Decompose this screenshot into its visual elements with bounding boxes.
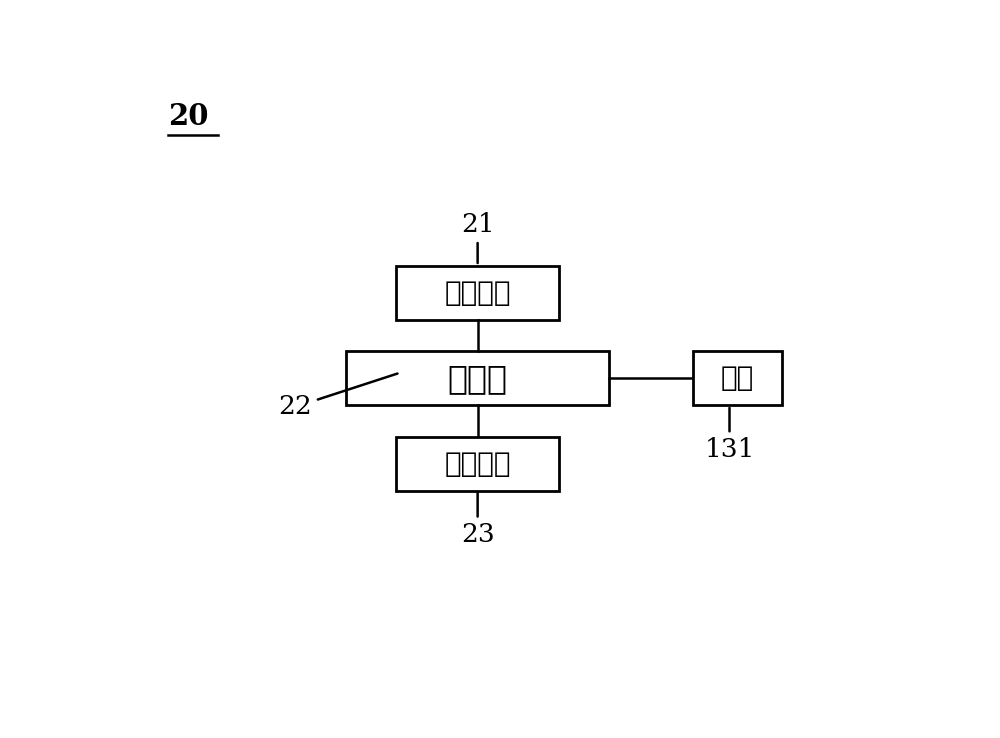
Text: 21: 21 (461, 213, 494, 263)
Bar (693, 351, 782, 405)
Text: 控制器: 控制器 (448, 362, 508, 395)
Text: 23: 23 (461, 493, 494, 547)
Bar (396, 266, 559, 320)
Text: 输入模块: 输入模块 (444, 279, 511, 307)
Text: 电机: 电机 (721, 365, 754, 393)
Bar (346, 351, 609, 405)
Text: 显示模块: 显示模块 (444, 449, 511, 477)
Bar (396, 437, 559, 491)
Text: 131: 131 (704, 408, 755, 462)
Text: 20: 20 (168, 102, 208, 131)
Text: 22: 22 (279, 373, 397, 419)
